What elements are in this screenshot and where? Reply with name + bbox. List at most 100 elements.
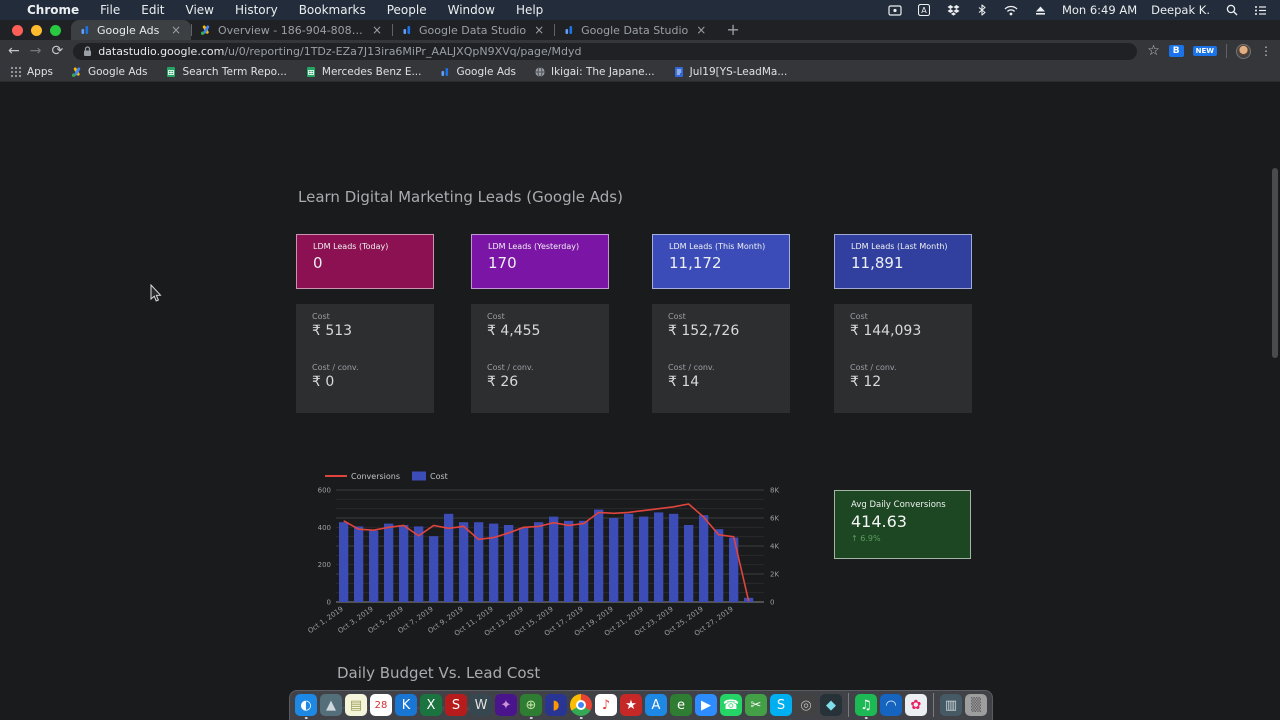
menu-item-chrome[interactable]: Chrome	[27, 3, 80, 17]
chrome-menu-icon[interactable]: ⋮	[1260, 44, 1272, 58]
bluetooth-icon[interactable]	[975, 4, 990, 17]
dock-camera-app-icon[interactable]: ◎	[795, 694, 817, 716]
cost-value: ₹ 144,093	[850, 323, 922, 339]
browser-tab-1[interactable]: Google Ads ×	[71, 20, 191, 40]
menu-item-bookmarks[interactable]: Bookmarks	[298, 3, 366, 17]
dock-wave-app-icon[interactable]: W	[470, 694, 492, 716]
dropbox-icon[interactable]	[946, 4, 961, 17]
zoom-window-button[interactable]	[50, 24, 61, 36]
menu-clock[interactable]: Mon 6:49 AM	[1061, 3, 1138, 17]
scorecard-label: LDM Leads (Today)	[313, 242, 389, 251]
bookmark-5[interactable]: Google Ads	[439, 66, 516, 78]
bookmark-star-icon[interactable]: ☆	[1147, 43, 1160, 59]
window-controls	[0, 20, 71, 40]
macos-menu-bar: Chrome File Edit View History Bookmarks People…	[0, 0, 1280, 20]
menu-item-file[interactable]: File	[100, 3, 121, 17]
new-extension-badge[interactable]: NEW	[1192, 46, 1217, 56]
menu-user[interactable]: Deepak K.	[1151, 3, 1210, 17]
cost-per-conv-label: Cost / conv.	[312, 363, 359, 372]
back-button[interactable]: ←	[8, 43, 20, 59]
dock-photos-icon[interactable]: ✿	[905, 694, 927, 716]
input-source-icon[interactable]: A	[917, 4, 932, 17]
bookmark-2[interactable]: Google Ads	[71, 66, 147, 78]
menu-item-edit[interactable]: Edit	[141, 3, 165, 17]
dock-s-app-icon[interactable]: S	[445, 694, 467, 716]
cost-label: Cost	[312, 312, 330, 321]
scorecard-3[interactable]: LDM Leads (This Month) 11,172	[652, 234, 790, 289]
wifi-icon[interactable]	[1004, 4, 1019, 17]
scorecard-2[interactable]: LDM Leads (Yesterday) 170	[471, 234, 609, 289]
cost-per-conv-value: ₹ 26	[487, 374, 519, 390]
cost-card-2[interactable]: Cost ₹ 4,455 Cost / conv. ₹ 26	[471, 304, 609, 413]
dock-zoom-icon[interactable]: ▶	[695, 694, 717, 716]
dock-imovie-icon[interactable]: ✦	[495, 694, 517, 716]
dock-wunderlist-icon[interactable]: ★	[620, 694, 642, 716]
bookmark-4[interactable]: Mercedes Benz E...	[305, 66, 421, 78]
forward-button[interactable]: →	[29, 43, 42, 59]
menu-item-window[interactable]: Window	[447, 3, 495, 17]
dock-skype-icon[interactable]: S	[770, 694, 792, 716]
dock-chrome-icon[interactable]	[570, 694, 592, 719]
bookmark-7[interactable]: Jul19[YS-LeadMa...	[673, 66, 787, 78]
scorecard-label: LDM Leads (This Month)	[669, 242, 766, 251]
scorecard-4[interactable]: LDM Leads (Last Month) 11,891	[834, 234, 972, 289]
dock-excel-icon[interactable]: X	[420, 694, 442, 716]
spotlight-icon[interactable]	[1224, 4, 1239, 17]
dock-whatsapp-icon[interactable]: ☎	[720, 694, 742, 716]
dock-globe-app-icon[interactable]: ⊕	[520, 694, 542, 719]
dock-app-store-icon[interactable]: A	[645, 694, 667, 716]
dock-blue-app-icon[interactable]: ◠	[880, 694, 902, 716]
tab-close-icon[interactable]: ×	[534, 23, 545, 37]
profile-avatar[interactable]	[1236, 43, 1251, 59]
menu-bar-status: A Mon 6:49 AM Deepak K.	[888, 3, 1280, 17]
menu-item-history[interactable]: History	[234, 3, 278, 17]
tab-title: Google Data Studio	[581, 23, 689, 37]
svg-text:2K: 2K	[770, 571, 779, 579]
extension-icon[interactable]: B	[1168, 45, 1184, 57]
dock-notes-icon[interactable]: ▤	[345, 694, 367, 716]
close-window-button[interactable]	[12, 24, 23, 36]
toolbar-actions: ☆ B NEW ⋮	[1147, 43, 1272, 59]
eject-icon[interactable]	[1033, 4, 1048, 17]
tab-close-icon[interactable]: ×	[170, 23, 181, 37]
dock-prism-app-icon[interactable]: ◆	[820, 694, 842, 716]
address-bar[interactable]: datastudio.google.com/u/0/reporting/1TDz…	[73, 42, 1138, 60]
dock-launchpad-icon[interactable]: ▲	[320, 694, 342, 716]
dock-archive-1-icon[interactable]: ▥	[940, 694, 962, 716]
menu-item-people[interactable]: People	[386, 3, 427, 17]
menu-item-help[interactable]: Help	[515, 3, 544, 17]
new-tab-button[interactable]: +	[726, 19, 740, 39]
cost-card-4[interactable]: Cost ₹ 144,093 Cost / conv. ₹ 12	[834, 304, 972, 413]
cost-card-3[interactable]: Cost ₹ 152,726 Cost / conv. ₹ 14	[652, 304, 790, 413]
tab-close-icon[interactable]: ×	[696, 23, 707, 37]
notification-center-icon[interactable]	[1253, 4, 1268, 17]
reload-button[interactable]: ⟳	[51, 43, 64, 59]
data-studio-favicon	[79, 24, 91, 36]
dock-keynote-icon[interactable]: K	[395, 694, 417, 716]
scorecard-1[interactable]: LDM Leads (Today) 0	[296, 234, 434, 289]
bookmark-3[interactable]: Search Term Repo...	[165, 66, 287, 78]
minimize-window-button[interactable]	[31, 24, 42, 36]
dock-firefox-icon[interactable]: ◗	[545, 694, 567, 716]
browser-tab-4[interactable]: Google Data Studio ×	[555, 20, 716, 40]
dock-music-icon[interactable]: ♪	[595, 694, 617, 716]
bookmark-6[interactable]: Ikigai: The Japane...	[534, 66, 655, 78]
dock-calendar-icon[interactable]: 28	[370, 694, 392, 716]
dock-evernote-icon[interactable]: e	[670, 694, 692, 716]
browser-tab-2[interactable]: Overview - 186-904-8086 - G ×	[192, 20, 392, 40]
svg-text:200: 200	[318, 561, 331, 569]
dock-xmind-icon[interactable]: ✂	[745, 694, 767, 716]
scorecard-value: 170	[488, 254, 517, 272]
page-scrollbar[interactable]	[1272, 168, 1278, 358]
screen-mirroring-icon[interactable]	[888, 4, 903, 17]
tab-close-icon[interactable]: ×	[371, 23, 382, 37]
menu-item-view[interactable]: View	[185, 3, 214, 17]
bookmark-1[interactable]: Apps	[10, 66, 53, 78]
browser-tab-3[interactable]: Google Data Studio ×	[393, 20, 554, 40]
scorecard-label: LDM Leads (Yesterday)	[488, 242, 580, 251]
cost-card-1[interactable]: Cost ₹ 513 Cost / conv. ₹ 0	[296, 304, 434, 413]
dock-finder-icon[interactable]: ◐	[295, 694, 317, 719]
dock-spotify-icon[interactable]: ♫	[855, 694, 877, 719]
dock-trash-icon[interactable]: ▒	[965, 694, 987, 716]
